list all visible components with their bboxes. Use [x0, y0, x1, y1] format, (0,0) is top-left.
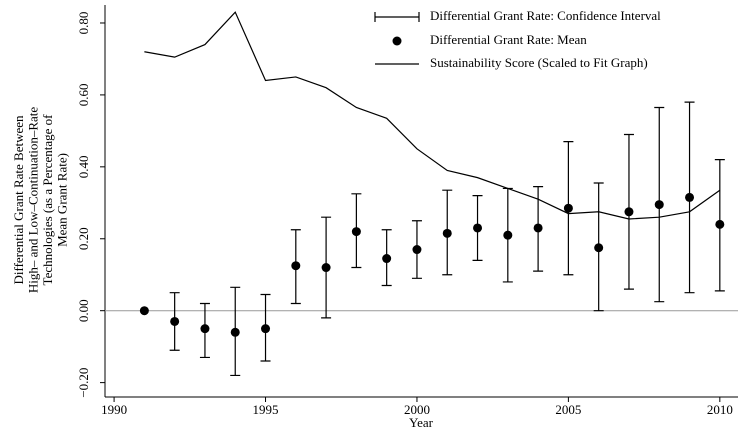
y-tick-label: −0.20	[76, 368, 91, 398]
mean-point	[170, 316, 180, 326]
mean-point	[230, 327, 240, 337]
x-tick-label: 2010	[707, 402, 733, 417]
y-axis-label: High– and Low–Continuation–Rate	[25, 107, 40, 294]
legend-symbol	[374, 12, 420, 22]
legend-label: Sustainability Score (Scaled to Fit Grap…	[430, 55, 648, 70]
mean-point	[291, 261, 301, 271]
mean-point	[442, 228, 452, 238]
y-axis-label: Mean Grant Rate)	[54, 153, 69, 247]
x-tick-label: 2005	[555, 402, 581, 417]
mean-point	[382, 254, 392, 264]
mean-point	[715, 219, 725, 229]
legend-label: Differential Grant Rate: Confidence Inte…	[430, 8, 661, 23]
mean-point	[624, 207, 634, 217]
mean-point	[685, 192, 695, 202]
mean-point	[654, 200, 664, 210]
legend-label: Differential Grant Rate: Mean	[430, 32, 587, 47]
mean-point	[503, 230, 513, 240]
mean-point	[594, 243, 604, 253]
sustainability-line	[144, 11, 721, 220]
y-tick-label: 0.60	[76, 84, 91, 107]
x-tick-label: 1990	[101, 402, 127, 417]
mean-point	[351, 227, 361, 237]
y-tick-label: 0.20	[76, 227, 91, 250]
x-axis-label: Year	[409, 415, 434, 430]
mean-point	[473, 223, 483, 233]
mean-point	[563, 203, 573, 213]
mean-point	[200, 324, 210, 334]
y-axis-label: Technologies (as a Percentage of	[40, 114, 55, 286]
y-axis-label: Differential Grant Rate Between	[11, 115, 26, 285]
y-tick-label: 0.80	[76, 12, 91, 35]
mean-point	[261, 324, 271, 334]
mean-point	[533, 223, 543, 233]
y-tick-label: 0.00	[76, 299, 91, 322]
mean-point	[321, 263, 331, 273]
x-tick-label: 1995	[253, 402, 279, 417]
mean-point	[412, 245, 422, 255]
mean-point	[139, 306, 149, 316]
y-tick-label: 0.40	[76, 155, 91, 178]
x-tick-label: 2000	[404, 402, 430, 417]
legend-symbol	[392, 36, 402, 46]
